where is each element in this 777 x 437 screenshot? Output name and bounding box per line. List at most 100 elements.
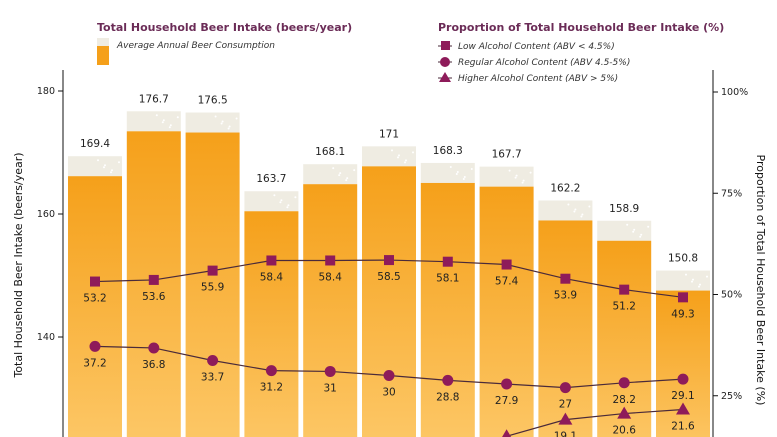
foam-bubble	[169, 124, 172, 127]
right-tick-label: 25%	[721, 391, 742, 402]
foam-bubble	[508, 169, 511, 172]
square-point	[678, 292, 688, 303]
foam-bubble	[632, 230, 635, 233]
foam-bubble	[111, 169, 113, 172]
bar-foam	[185, 112, 240, 133]
circle-point	[442, 374, 454, 386]
foam-bubble	[580, 215, 583, 218]
foam-bubble	[573, 210, 576, 213]
bar-beer	[244, 211, 299, 437]
point-value-label: 19.1	[554, 431, 577, 437]
foam-bubble	[280, 199, 283, 202]
legend-item-beer: Average Annual Beer Consumption	[116, 41, 275, 51]
foam-bubble	[699, 283, 701, 286]
triangle-point	[617, 406, 632, 419]
legend-item-higher: Higher Alcohol Content (ABV > 5%)	[458, 74, 618, 84]
legend-square-marker	[438, 41, 452, 50]
legend-beer-swatch	[97, 46, 109, 65]
bar-value-label: 163.7	[256, 173, 286, 185]
bar: 168.1	[303, 146, 358, 437]
foam-bubble	[470, 167, 473, 170]
point-value-label: 21.6	[671, 421, 695, 433]
foam-bubble	[514, 176, 517, 179]
point-value-label: 53.9	[554, 290, 577, 302]
point-value-label: 36.8	[142, 359, 165, 371]
foam-bubble	[161, 121, 164, 124]
circle-point	[383, 370, 395, 381]
foam-bubble	[214, 115, 217, 118]
foam-bubble	[588, 205, 591, 208]
bar-value-label: 150.8	[668, 253, 698, 265]
foam-bubble	[647, 225, 650, 228]
point-value-label: 30	[382, 387, 395, 399]
bar-beer	[303, 184, 358, 437]
square-point	[501, 259, 512, 270]
foam-bubble	[456, 170, 459, 173]
circle-point	[324, 365, 336, 377]
bar-value-label: 168.1	[315, 146, 345, 158]
foam-bubble	[227, 127, 230, 130]
bar: 167.7	[479, 149, 534, 437]
foam-bubble	[332, 167, 335, 170]
foam-bubble	[463, 175, 466, 178]
circle-point	[207, 355, 219, 367]
bar: 163.7	[244, 173, 299, 437]
square-point	[90, 276, 100, 287]
bar-foam	[420, 162, 475, 183]
foam-bubble	[286, 206, 289, 209]
circle-point	[265, 365, 277, 377]
foam-bubble	[405, 159, 407, 162]
foam-bubble	[118, 161, 120, 164]
foam-bubble	[574, 208, 577, 211]
square-point	[442, 256, 453, 267]
foam-bubble	[338, 174, 341, 177]
right-legend-title: Proportion of Total Household Beer Intak…	[438, 21, 724, 34]
legend-circle-marker	[438, 57, 452, 67]
bar-value-label: 176.7	[139, 93, 169, 105]
foam-bubble	[104, 164, 106, 167]
point-value-label: 53.6	[142, 291, 166, 303]
square-point	[619, 284, 630, 295]
point-value-label: 49.3	[671, 308, 694, 320]
point-value-label: 31	[324, 382, 337, 394]
series-line-triangle	[506, 408, 684, 437]
point-value-label: 28.2	[613, 394, 636, 406]
left-tick-label: 140	[37, 332, 55, 343]
bar-beer	[538, 220, 593, 437]
foam-bubble	[398, 154, 400, 157]
square-point	[207, 265, 218, 276]
bar-foam	[244, 191, 299, 212]
bar-beer	[68, 176, 122, 437]
foam-bubble	[346, 177, 349, 180]
foam-bubble	[685, 273, 687, 276]
circle-point	[89, 340, 101, 352]
foam-bubble	[110, 171, 112, 174]
bar: 171	[362, 128, 416, 437]
bar-beer	[420, 182, 475, 437]
circle-point	[677, 373, 689, 385]
bar-beer	[185, 132, 240, 437]
bar-beer	[362, 166, 416, 437]
square-point	[325, 255, 336, 266]
foam-bubble	[273, 194, 276, 197]
point-value-label: 27	[559, 399, 572, 411]
foam-bubble	[279, 201, 282, 204]
foam-bubble	[640, 233, 643, 236]
foam-bubble	[521, 181, 524, 184]
bar-foam	[479, 166, 534, 187]
point-value-label: 58.4	[319, 271, 343, 283]
foam-bubble	[567, 203, 570, 206]
bar-foam	[362, 146, 416, 167]
left-tick-label: 180	[37, 86, 55, 97]
circle-point	[559, 382, 571, 394]
legend-item-regular: Regular Alcohol Content (ABV 4.5-5%)	[458, 58, 630, 68]
point-value-label: 37.2	[83, 357, 106, 369]
foam-bubble	[97, 159, 99, 162]
left-legend-title: Total Household Beer Intake (beers/year)	[97, 21, 352, 34]
legend-triangle-marker	[438, 72, 452, 82]
bar-beer	[597, 240, 652, 437]
foam-bubble	[633, 228, 636, 231]
bar-value-label: 171	[379, 128, 399, 140]
bar-foam	[68, 156, 122, 177]
